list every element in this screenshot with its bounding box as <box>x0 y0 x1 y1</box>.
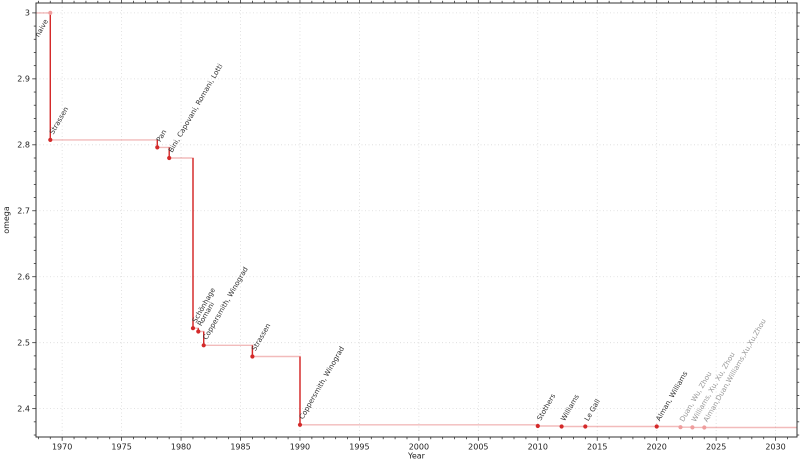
tick-label: 2.5 <box>17 338 30 347</box>
data-point <box>678 425 683 430</box>
data-point <box>535 423 540 429</box>
tick-label: 1995 <box>349 443 369 452</box>
x-axis-label: Year <box>407 452 426 461</box>
tick-label: 2.9 <box>17 75 30 84</box>
point-label: Bini, Capovani, Romani, Lotti <box>167 62 224 154</box>
data-point <box>48 10 53 15</box>
data-point <box>654 424 659 429</box>
data-point <box>559 424 564 429</box>
tick-label: 1980 <box>171 443 191 452</box>
point-label: Strassen <box>48 106 70 136</box>
tick-label: 1990 <box>290 443 310 452</box>
data-point <box>155 145 160 150</box>
tick-label: 2010 <box>528 443 548 452</box>
tick-label: 2020 <box>647 443 667 452</box>
data-point <box>190 326 196 331</box>
tick-label: 2000 <box>409 443 429 452</box>
data-point <box>167 155 172 161</box>
tick-label: 2025 <box>706 443 726 452</box>
step-line <box>36 12 797 429</box>
plot-frame <box>35 2 798 438</box>
tick-label: 2005 <box>468 443 488 452</box>
y-axis-label: omega <box>2 206 11 234</box>
point-label: Coppersmith, Winograd <box>298 345 346 421</box>
data-point <box>250 354 255 359</box>
point-label: Pan <box>155 128 168 143</box>
tick-label: 2.6 <box>17 273 30 282</box>
tick-label: 1970 <box>52 443 72 452</box>
point-label: Le Gall <box>583 398 602 423</box>
data-point <box>297 422 303 427</box>
tick-label: 2.8 <box>17 141 30 150</box>
tick-label: 3 <box>25 9 30 18</box>
tick-label: 2015 <box>587 443 607 452</box>
point-label: Strassen <box>250 322 272 352</box>
data-point <box>196 329 201 334</box>
tick-label: 1985 <box>230 443 250 452</box>
data-point <box>201 343 206 348</box>
tick-label: 2030 <box>765 443 785 452</box>
data-point <box>583 424 588 429</box>
tick-label: 2.4 <box>17 404 30 413</box>
point-label: Stothers <box>536 392 558 422</box>
data-point <box>702 425 707 430</box>
data-point <box>48 137 53 142</box>
point-label: Williams <box>559 393 581 423</box>
point-label: Alman,Duan,Williams,Xu,Xu,Zhou <box>702 318 768 424</box>
data-point <box>690 425 695 430</box>
tick-label: 1975 <box>111 443 131 452</box>
tick-label: 2.7 <box>17 207 30 216</box>
